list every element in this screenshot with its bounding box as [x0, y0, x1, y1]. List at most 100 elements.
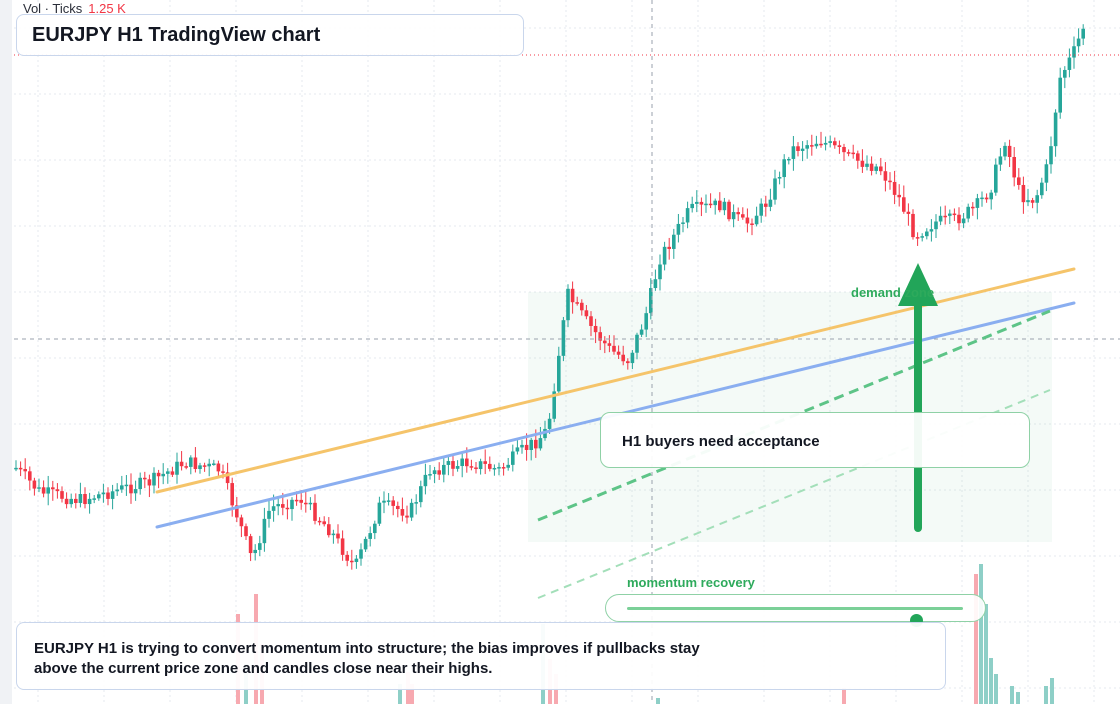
left-scale-edge — [0, 0, 12, 704]
candle-body — [166, 471, 170, 474]
candle-body — [616, 351, 621, 355]
candle-body — [248, 536, 253, 554]
volume-bar — [974, 574, 978, 704]
candle-body — [823, 142, 828, 145]
candle-body — [382, 500, 386, 503]
candle-body — [621, 354, 625, 362]
candle-body — [83, 494, 87, 505]
candle-body — [511, 451, 515, 465]
candle-body — [170, 471, 175, 475]
candle-body — [718, 200, 722, 211]
candle-body — [998, 156, 1003, 165]
candle-body — [1030, 200, 1035, 203]
candle-body — [515, 447, 520, 452]
candle-body — [865, 163, 869, 167]
caption-line-1: EURJPY H1 is trying to convert momentum … — [34, 640, 700, 657]
candle-body — [216, 463, 221, 472]
candle-body — [409, 502, 414, 518]
candle-body — [892, 181, 897, 195]
candle-body — [1035, 195, 1039, 203]
momentum-slider[interactable] — [605, 594, 986, 627]
candle-body — [814, 143, 819, 147]
candle-body — [179, 461, 184, 467]
candle-body — [598, 332, 602, 341]
candle-body — [704, 203, 708, 206]
candle-body — [566, 288, 570, 321]
candle-body — [952, 213, 957, 216]
candle-body — [28, 471, 32, 481]
candle-body — [432, 470, 437, 475]
candle-body — [727, 201, 731, 220]
candle-body — [975, 198, 980, 208]
candle-body — [1072, 46, 1076, 58]
candle-body — [391, 500, 395, 506]
candle-body — [764, 203, 768, 207]
candle-body — [235, 505, 239, 518]
candle-body — [92, 498, 96, 500]
candle-body — [290, 499, 294, 510]
candle-body — [281, 504, 285, 508]
candle-body — [1007, 145, 1012, 158]
candle-body — [1021, 184, 1026, 203]
candle-body — [635, 334, 639, 353]
candle-body — [851, 152, 855, 155]
chart-title: EURJPY H1 TradingView chart — [16, 14, 524, 56]
candle-body — [874, 166, 878, 171]
candle-body — [299, 499, 303, 503]
volume-indicator-value: 1.25 K — [88, 1, 126, 16]
candle-body — [603, 340, 607, 344]
candle-body — [455, 466, 460, 469]
candle-body — [340, 538, 345, 555]
candle-body — [570, 288, 575, 303]
candle-body — [363, 538, 368, 550]
candle-body — [557, 355, 561, 392]
candle-body — [768, 199, 773, 207]
candle-body — [405, 515, 409, 518]
candle-body — [538, 438, 543, 449]
candle-body — [911, 213, 915, 238]
candle-body — [285, 507, 290, 510]
candle-body — [313, 502, 317, 521]
candle-body — [672, 234, 676, 249]
candle-body — [971, 206, 975, 209]
candle-body — [18, 467, 23, 470]
candle-body — [524, 444, 529, 450]
candle-body — [644, 313, 648, 330]
candle-body — [520, 444, 524, 448]
candle-body — [929, 229, 934, 232]
volume-bar — [989, 658, 993, 704]
candle-body — [483, 461, 487, 464]
candle-body — [759, 203, 763, 216]
candle-body — [957, 214, 961, 224]
candle-body — [207, 463, 211, 467]
candle-body — [607, 343, 612, 346]
candle-body — [336, 533, 340, 539]
candle-body — [1081, 28, 1085, 39]
volume-bar — [1044, 686, 1048, 704]
candle-body — [731, 212, 736, 220]
candle-body — [193, 457, 198, 470]
candle-body — [800, 148, 805, 151]
candle-body — [221, 471, 225, 473]
candle-body — [869, 163, 874, 171]
candle-body — [51, 487, 55, 490]
candle-body — [225, 472, 230, 484]
candle-body — [980, 197, 984, 200]
candle-body — [685, 208, 690, 223]
candle-body — [156, 472, 161, 477]
candlesticks — [14, 24, 1085, 570]
candle-body — [856, 153, 860, 161]
candle-body — [750, 223, 754, 225]
volume-bar — [842, 688, 846, 704]
candle-body — [345, 554, 349, 561]
candle-body — [506, 464, 510, 468]
volume-bar — [979, 564, 983, 704]
candle-body — [161, 473, 165, 477]
candle-body — [584, 310, 589, 317]
candle-body — [754, 215, 759, 225]
candle-body — [460, 458, 464, 467]
candle-body — [1076, 38, 1081, 47]
candle-body — [1044, 164, 1049, 183]
candle-body — [350, 560, 354, 563]
candle-body — [736, 212, 740, 215]
